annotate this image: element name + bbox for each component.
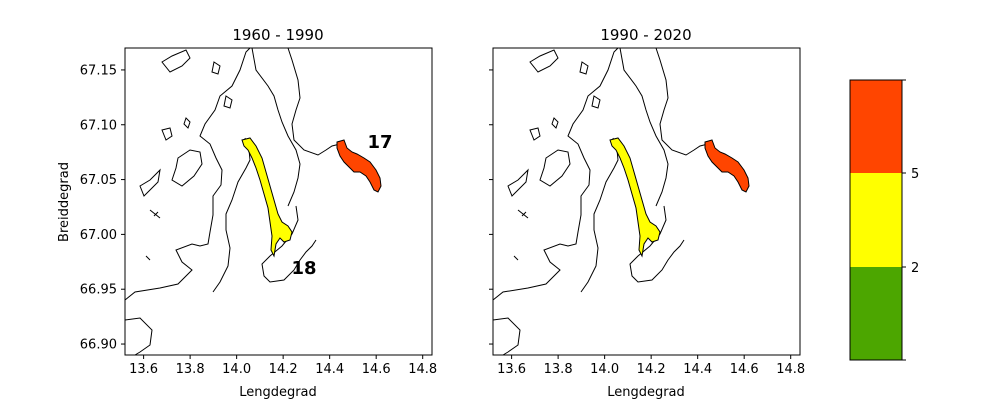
x-tick-label: 14.2 [269, 362, 298, 377]
map-panel-left: 1960 - 1990 17 18 13.6 13.8 14.0 14.2 14.4 14… [57, 26, 437, 400]
x-tick-label: 14.6 [362, 362, 391, 377]
colorbar-segment-low [850, 267, 902, 360]
x-ticks: 13.6 13.8 14.0 14.2 14.4 14.6 14.8 [497, 355, 805, 377]
map-frame [492, 47, 801, 356]
zone-17 [336, 139, 382, 193]
panel-title: 1960 - 1990 [232, 26, 323, 44]
colorbar-tick-label: 2 [911, 261, 919, 276]
map-frame [124, 47, 433, 356]
y-tick-label: 67.05 [80, 173, 117, 188]
y-axis-label: Breiddegrad [57, 162, 72, 242]
x-tick-label: 13.6 [497, 362, 526, 377]
y-ticks: 66.90 66.95 67.00 67.05 67.10 67.15 [80, 63, 125, 353]
x-tick-label: 14.4 [315, 362, 344, 377]
x-ticks: 13.6 13.8 14.0 14.2 14.4 14.6 14.8 [129, 355, 437, 377]
x-tick-label: 14.8 [408, 362, 437, 377]
y-tick-marks [489, 69, 493, 345]
x-axis-label: Lengdegrad [607, 385, 685, 400]
zone-17 [704, 139, 750, 193]
y-tick-label: 66.90 [80, 338, 117, 353]
zone-label-18: 18 [291, 258, 316, 279]
colorbar-frame [849, 79, 903, 361]
colorbar-tick-label: 5 [911, 167, 919, 182]
zone-label-17: 17 [367, 132, 392, 153]
x-tick-label: 14.0 [222, 362, 251, 377]
map-panel-right: 1990 - 2020 13.6 13.8 14.0 14.2 14.4 14.6 14.8… [489, 26, 805, 400]
panel-title: 1990 - 2020 [600, 26, 691, 44]
x-tick-label: 14.0 [590, 362, 619, 377]
zone-18 [241, 137, 293, 258]
colorbar-segment-mid [850, 173, 902, 267]
x-tick-label: 14.6 [730, 362, 759, 377]
x-tick-label: 14.2 [637, 362, 666, 377]
y-tick-label: 67.10 [80, 118, 117, 133]
y-tick-label: 66.95 [80, 283, 117, 298]
colorbar-segment-high [850, 80, 902, 173]
colorbar: 5 2 [849, 79, 919, 361]
y-tick-label: 67.00 [80, 228, 117, 243]
x-tick-label: 13.8 [176, 362, 205, 377]
x-tick-label: 13.6 [129, 362, 158, 377]
x-tick-label: 13.8 [544, 362, 573, 377]
x-axis-label: Lengdegrad [239, 385, 317, 400]
x-tick-label: 14.8 [776, 362, 805, 377]
zone-18 [609, 137, 661, 258]
x-tick-label: 14.4 [683, 362, 712, 377]
y-tick-label: 67.15 [80, 63, 117, 78]
